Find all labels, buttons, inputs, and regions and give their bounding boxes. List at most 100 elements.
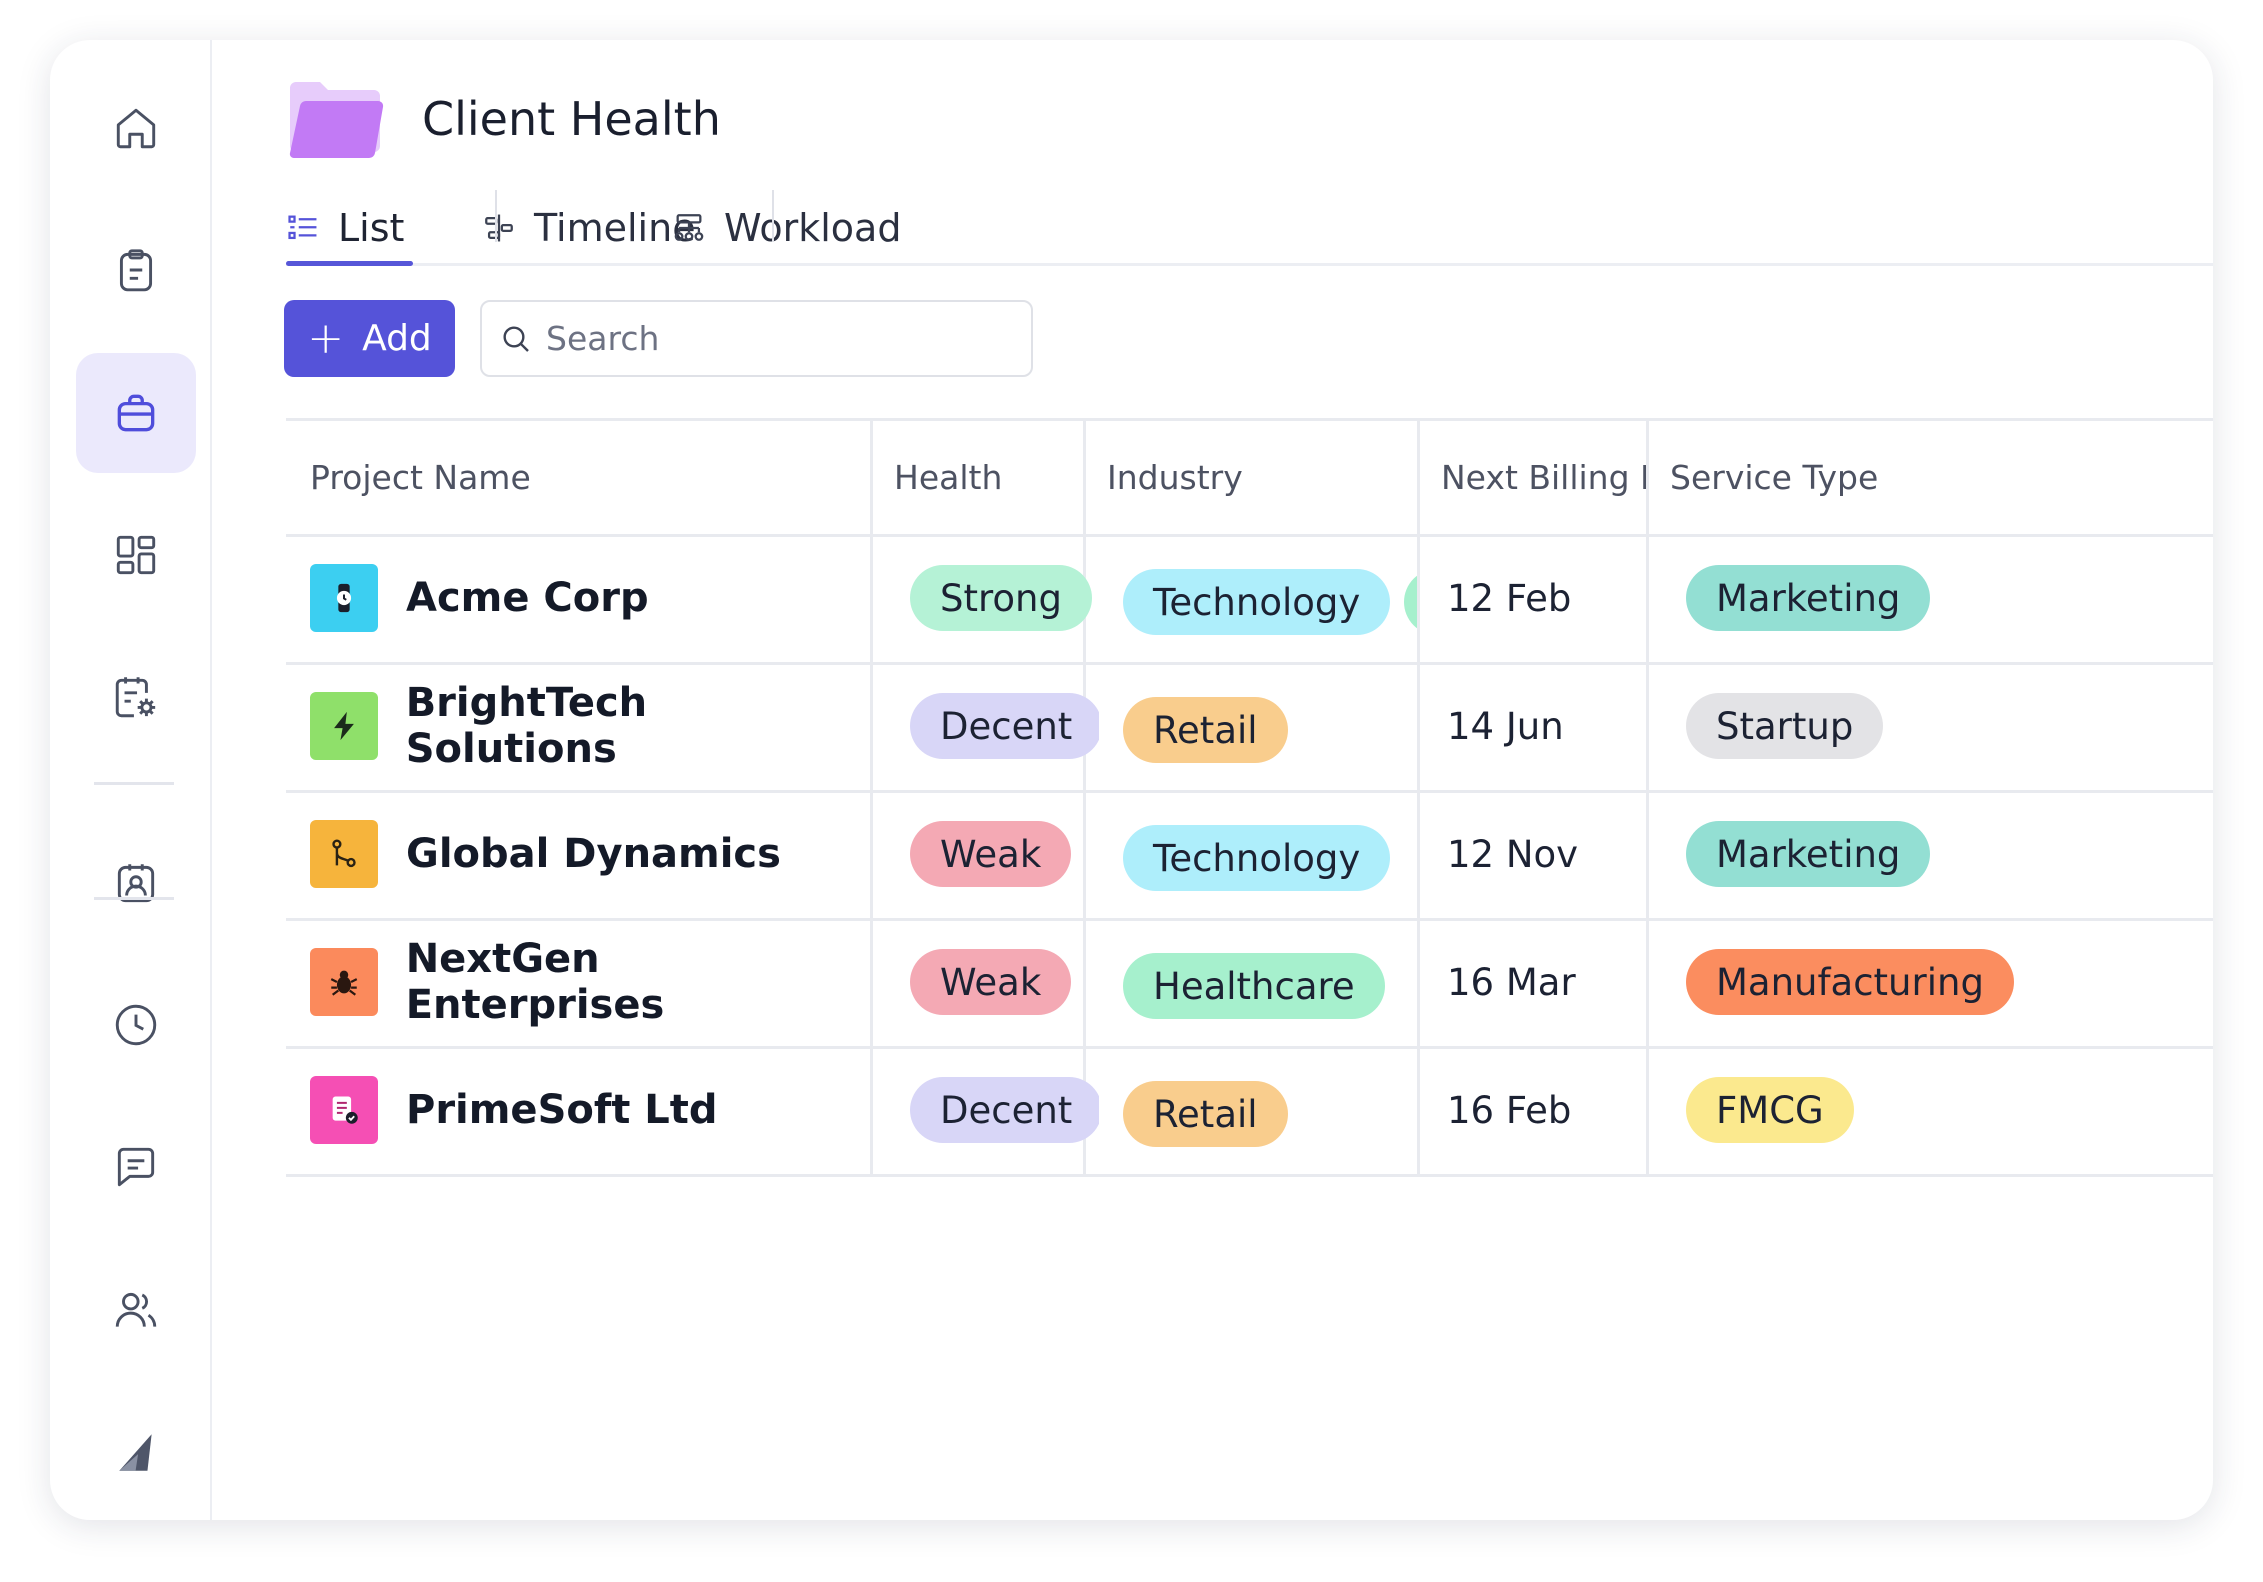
project-name[interactable]: Acme Corp [406,575,649,621]
table-cell: Retail [1123,662,1417,790]
row-divider [286,790,2213,793]
table-cell: 16 Mar [1447,918,1652,1046]
service-type-tag[interactable]: FMCG [1686,1077,1854,1143]
table-cell: Marketing [1686,790,2062,918]
table-cell: Healthcare [1123,918,1417,1046]
active-tab-indicator [286,261,413,266]
table-cell: Acme Corp [310,534,870,662]
tab-label: Timeline [534,206,696,250]
plus-icon: + [307,312,345,364]
sidebar [50,40,212,1520]
health-badge[interactable]: Weak [910,949,1072,1015]
sidebar-item-time[interactable] [76,965,196,1085]
chat-icon [117,1147,155,1187]
column-header[interactable]: Industry [1107,458,1243,497]
sidebar-divider [94,897,174,900]
project-name[interactable]: BrightTech Solutions [405,680,648,772]
project-name[interactable]: NextGen Enterprises [405,936,665,1028]
project-name[interactable]: PrimeSoft Ltd [406,1087,718,1133]
tab-label: Workload [724,206,902,250]
industry-tag[interactable]: Technology [1123,569,1391,635]
service-type-tag[interactable]: Startup [1686,693,1884,759]
git-branch-icon [310,820,378,888]
tab-label: List [338,206,405,250]
table-cell: Retail [1123,1046,1417,1174]
column-header[interactable]: Health [894,458,1003,497]
table-cell: Strong [910,534,1099,662]
row-divider [286,1046,2213,1049]
main-content: Client Health List Timeline Workload + A… [212,40,2213,1520]
column-divider [870,418,873,1174]
industry-tag[interactable]: Retail [1123,697,1288,763]
tab-separator [495,190,497,242]
users-icon [115,1292,157,1327]
sidebar-item-home[interactable] [76,68,196,188]
service-type-tag[interactable]: Manufacturing [1686,949,2014,1015]
row-divider [286,1174,2213,1177]
table-cell: Manufacturing [1686,918,2062,1046]
health-badge[interactable]: Weak [910,821,1072,887]
sidebar-item-planner[interactable] [76,637,196,757]
bolt-icon [310,692,378,760]
sidebar-item-projects[interactable] [76,353,196,473]
service-type-tag[interactable]: Marketing [1686,565,1931,631]
workload-icon [674,214,704,241]
industry-tag[interactable]: Technology [1123,825,1391,891]
page-title: Client Health [422,92,721,146]
search-icon [503,325,529,352]
sidebar-item-dashboard[interactable] [76,495,196,615]
row-divider [286,918,2213,921]
industry-tag[interactable]: Retail [1123,1081,1288,1147]
table-cell: Decent [910,662,1099,790]
table-cell: PrimeSoft Ltd [310,1046,870,1174]
doc-check-icon [310,1076,378,1144]
tab-timeline[interactable]: Timeline [482,190,696,266]
table-cell: Technology Healthcare [1123,534,1417,662]
sidebar-divider [94,782,174,785]
table-cell: NextGen Enterprises [310,918,870,1046]
health-badge[interactable]: Decent [910,693,1099,759]
sidebar-item-contacts[interactable] [76,823,196,943]
health-badge[interactable]: Strong [910,565,1092,631]
briefcase-icon [117,394,155,432]
search-box[interactable] [480,300,1033,377]
contact-badge-icon [117,864,155,903]
table-cell: 16 Feb [1447,1046,1652,1174]
table-cell: Global Dynamics [310,790,870,918]
sidebar-item-brand[interactable] [76,1392,196,1512]
brand-logo-icon [119,1434,152,1471]
bug-icon [310,948,378,1016]
table-cell: 12 Nov [1447,790,1652,918]
industry-tag[interactable]: Healthcare [1404,569,1417,635]
watch-icon [310,564,378,632]
search-input[interactable] [546,319,1006,358]
home-icon [116,108,156,149]
tab-workload[interactable]: Workload [672,190,901,266]
billing-date: 12 Nov [1447,832,1579,876]
sidebar-item-tasks[interactable] [76,210,196,330]
table-cell: Weak [910,790,1099,918]
view-tabs: List Timeline Workload [286,190,2213,266]
clock-icon [115,1004,157,1046]
column-header[interactable]: Next Billing Date [1441,458,1646,497]
row-divider [286,418,2213,421]
industry-tag[interactable]: Healthcare [1123,953,1385,1019]
table-cell: 12 Feb [1447,534,1652,662]
add-button-label: Add [362,318,432,359]
sidebar-item-team[interactable] [76,1250,196,1370]
billing-date: 16 Mar [1447,960,1576,1004]
add-button[interactable]: + Add [284,300,455,377]
project-name[interactable]: Global Dynamics [406,831,781,877]
folder-icon [289,82,384,159]
health-badge[interactable]: Decent [910,1077,1099,1143]
table-cell: FMCG [1686,1046,2062,1174]
service-type-tag[interactable]: Marketing [1686,821,1931,887]
billing-date: 14 Jun [1447,704,1564,748]
timeline-icon [485,214,513,242]
column-header[interactable]: Project Name [310,458,531,497]
tab-list[interactable]: List [286,190,404,266]
dashboard-icon [116,535,156,575]
column-header[interactable]: Service Type [1670,458,1879,497]
column-divider [1417,418,1420,1174]
sidebar-item-messages[interactable] [76,1107,196,1227]
